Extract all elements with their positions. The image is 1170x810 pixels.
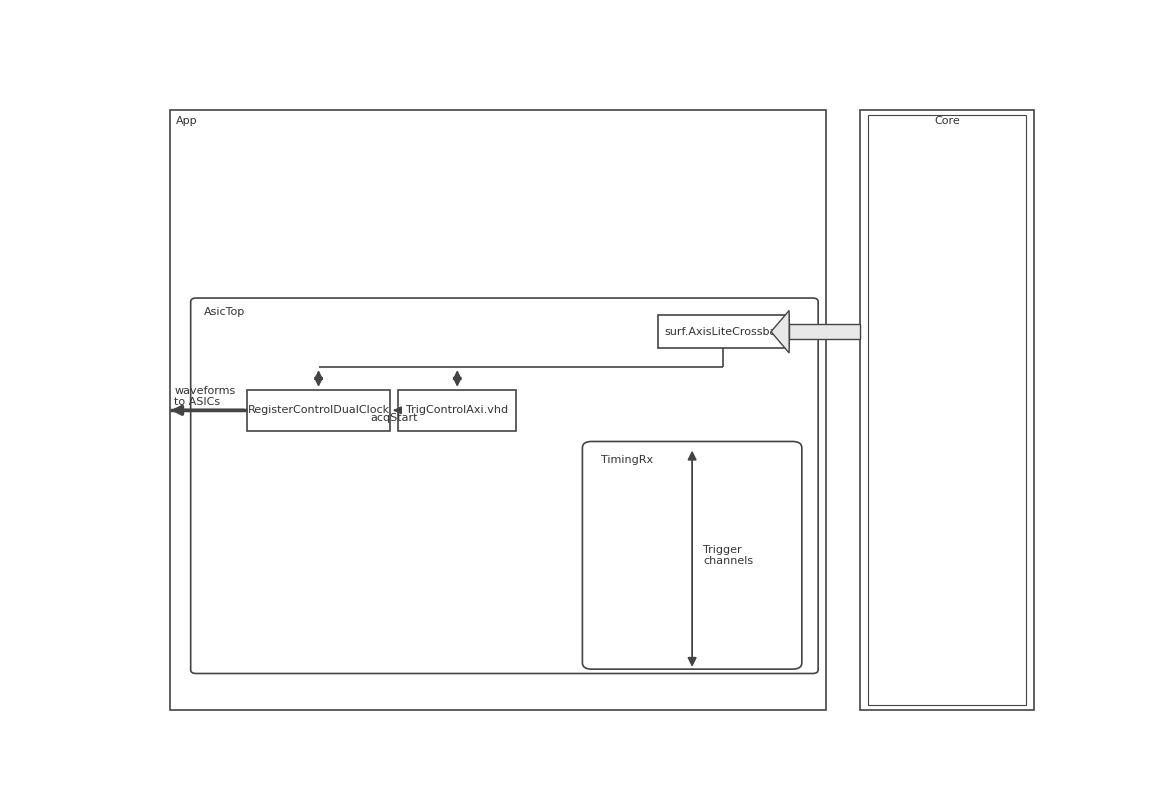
Bar: [398, 390, 516, 431]
Bar: [658, 316, 789, 348]
Text: AsicTop: AsicTop: [205, 307, 246, 318]
Polygon shape: [771, 310, 789, 353]
Text: Core: Core: [934, 116, 959, 126]
FancyBboxPatch shape: [583, 441, 801, 669]
Text: TimingRx: TimingRx: [600, 455, 653, 465]
Text: waveforms
to ASICs: waveforms to ASICs: [174, 386, 235, 407]
Bar: [170, 109, 826, 710]
Text: App: App: [177, 116, 198, 126]
Text: Trigger
channels: Trigger channels: [703, 545, 753, 566]
Text: TrigControlAxi.vhd: TrigControlAxi.vhd: [406, 405, 508, 416]
Bar: [789, 324, 860, 339]
Bar: [860, 109, 1034, 710]
Text: acqStart: acqStart: [371, 413, 418, 424]
FancyBboxPatch shape: [191, 298, 818, 673]
Bar: [247, 390, 390, 431]
Text: RegisterControlDualClock: RegisterControlDualClock: [248, 405, 390, 416]
Bar: [868, 115, 1026, 705]
Text: surf.AxisLiteCrossbar: surf.AxisLiteCrossbar: [665, 326, 782, 337]
